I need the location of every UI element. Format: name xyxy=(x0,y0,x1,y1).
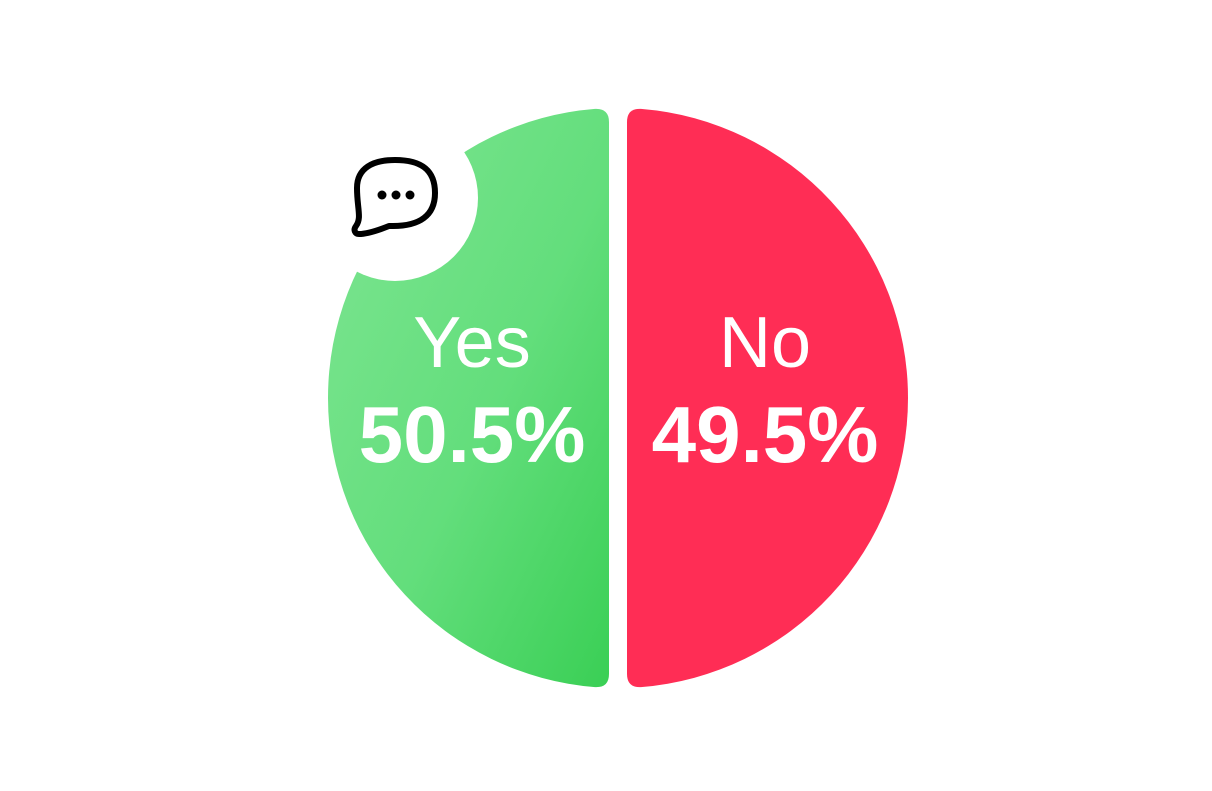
slice-no-value: 49.5% xyxy=(652,390,879,479)
slice-yes-label: Yes xyxy=(413,303,530,383)
slice-yes-value: 50.5% xyxy=(359,390,586,479)
slice-no-shape xyxy=(627,108,909,688)
slice-yes xyxy=(327,108,609,688)
chat-bubble-icon xyxy=(351,157,438,237)
slice-no-label: No xyxy=(719,303,811,383)
slice-yes-shape xyxy=(327,108,609,688)
